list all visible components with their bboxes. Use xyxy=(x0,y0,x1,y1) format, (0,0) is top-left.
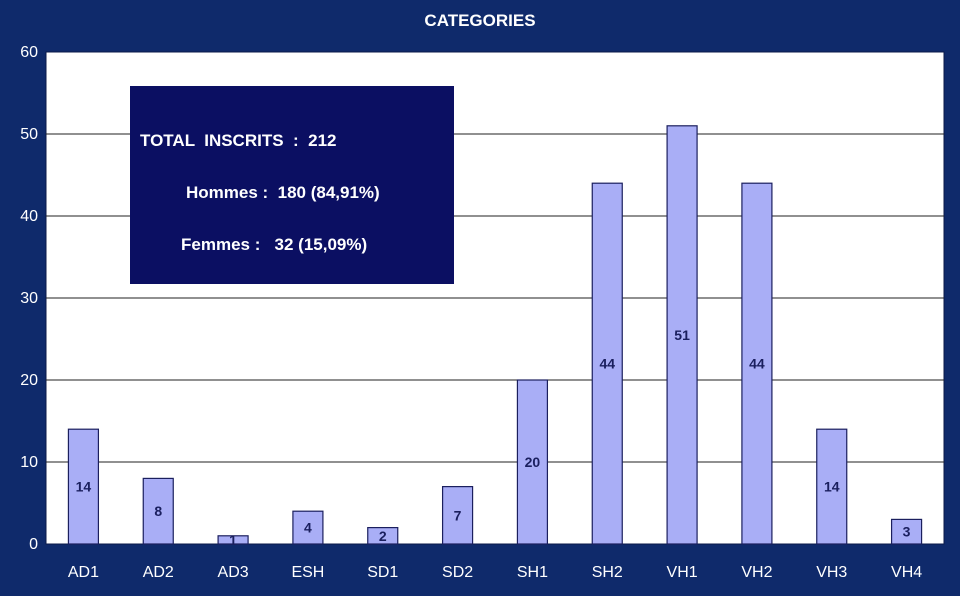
data-label: 20 xyxy=(525,454,541,470)
x-tick-label: VH1 xyxy=(667,564,698,581)
totals-annotation: TOTAL INSCRITS : 212 Hommes : 180 (84,91… xyxy=(130,86,454,284)
bar-vh3 xyxy=(816,428,848,545)
data-label: 51 xyxy=(674,327,690,343)
x-axis: AD1 AD2 AD3 ESH SD1 SD2 SH1 SH2 VH1 VH2 VH3 VH4 xyxy=(68,564,922,581)
data-label: 7 xyxy=(454,507,462,523)
x-tick-label: SH1 xyxy=(517,564,548,581)
x-tick-label: VH4 xyxy=(891,564,922,581)
bar-sd2 xyxy=(441,486,474,545)
data-label: 44 xyxy=(599,356,615,372)
data-label: 4 xyxy=(304,520,312,536)
x-tick-label: VH3 xyxy=(816,564,847,581)
annotation-box xyxy=(130,86,454,284)
bar-esh xyxy=(292,510,324,545)
bar-vh1 xyxy=(666,125,698,545)
data-label: 14 xyxy=(76,479,92,495)
data-label: 44 xyxy=(749,356,765,372)
bar-sh2 xyxy=(591,182,623,545)
y-tick-label: 0 xyxy=(29,536,38,553)
bar-ad3 xyxy=(217,535,249,545)
bar-vh4 xyxy=(890,518,923,545)
bar-sd1 xyxy=(367,526,399,545)
y-tick-label: 60 xyxy=(20,44,38,61)
x-tick-label: AD3 xyxy=(218,564,249,581)
x-tick-label: VH2 xyxy=(741,564,772,581)
annotation-hommes: Hommes : 180 (84,91%) xyxy=(186,183,380,202)
x-tick-label: SD2 xyxy=(442,564,473,581)
bar-sh1 xyxy=(516,379,549,545)
y-tick-label: 40 xyxy=(20,208,38,225)
x-tick-label: ESH xyxy=(291,564,324,581)
y-tick-label: 50 xyxy=(20,126,38,143)
data-label: 1 xyxy=(229,532,237,548)
x-tick-label: SH2 xyxy=(592,564,623,581)
y-tick-label: 30 xyxy=(20,290,38,307)
annotation-total: TOTAL INSCRITS : 212 xyxy=(140,131,336,150)
data-label: 3 xyxy=(903,524,911,540)
data-label: 8 xyxy=(154,503,162,519)
x-tick-label: AD1 xyxy=(68,564,99,581)
y-axis: 0 10 20 30 40 50 60 xyxy=(20,44,38,553)
bar-ad1 xyxy=(67,428,100,545)
bar-vh2 xyxy=(741,182,773,545)
data-label: 2 xyxy=(379,528,387,544)
y-tick-label: 20 xyxy=(20,372,38,389)
x-tick-label: AD2 xyxy=(143,564,174,581)
annotation-femmes: Femmes : 32 (15,09%) xyxy=(181,235,367,254)
y-tick-label: 10 xyxy=(20,454,38,471)
chart-title: CATEGORIES xyxy=(424,11,535,30)
bar-ad2 xyxy=(142,477,174,545)
x-tick-label: SD1 xyxy=(367,564,398,581)
data-label: 14 xyxy=(824,479,840,495)
